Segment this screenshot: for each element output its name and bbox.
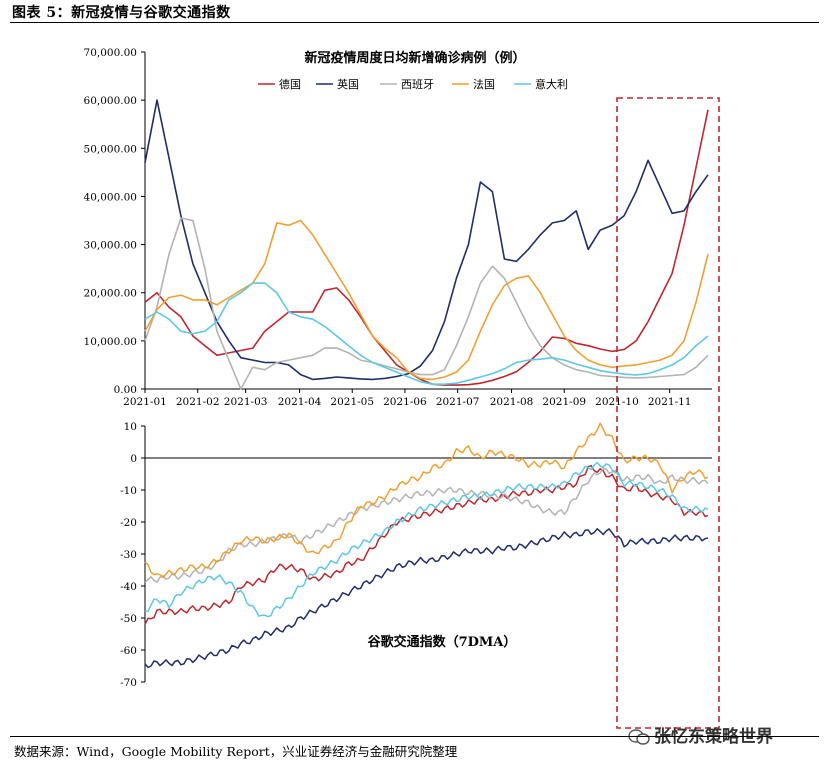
cases-axes: 0.00 10,000.00 20,000.00 30,000.00 40,000.00… [84,47,712,408]
mobility-line [144,461,709,618]
mobility-chart: -70 -60 -50 -40 -30 -20 -10 0 10 谷歌交通指数（7DMA） [120,421,712,689]
mobility-line [144,422,709,579]
mobility-y-tick-label: -40 [120,581,137,593]
mobility-y-tick-label: -30 [120,549,137,561]
legend-label: 意大利 [535,77,568,91]
mobility-y-tick-label: -70 [120,677,137,689]
cases-x-tick-label: 2021-04 [278,396,322,408]
wechat-icon [628,729,650,745]
cases-x-tick-label: 2021-03 [224,396,268,408]
mobility-y-tick-label: -60 [120,645,137,657]
cases-line [144,219,709,381]
watermark: 张忆东策略世界 [628,722,773,747]
cases-x-tick-label: 2021-01 [123,396,167,408]
cases-line [144,282,709,386]
cases-x-tick-label: 2021-10 [595,396,639,408]
cases-y-tick-label: 20,000.00 [84,288,137,300]
mobility-y-tick-label: -50 [120,613,137,625]
cases-legend: 德国 英国 西班牙 法国 意大利 [258,77,568,91]
mobility-y-tick-label: 0 [130,453,137,465]
figure-title: 图表 5：新冠疫情与谷歌交通指数 [12,5,231,21]
highlight-box [616,97,720,729]
watermark-text: 张忆东策略世界 [654,727,773,747]
cases-series [144,99,709,390]
mobility-y-tick-label: -10 [120,485,137,497]
cases-y-tick-label: 10,000.00 [84,336,137,348]
legend-label: 法国 [473,77,495,91]
legend-label: 德国 [279,77,301,91]
source-note: 数据来源：Wind，Google Mobility Report，兴业证券经济与… [14,744,458,759]
cases-y-tick-label: 60,000.00 [84,95,137,107]
cases-chart: 新冠疫情周度日均新增确诊病例（例） 德国 英国 西班牙 法国 意大利 0.00 10,00… [84,47,712,408]
cases-y-tick-label: 40,000.00 [84,191,137,203]
cases-chart-title: 新冠疫情周度日均新增确诊病例（例） [304,50,525,66]
cases-line [144,217,709,390]
legend-label: 英国 [337,77,359,91]
cases-y-tick-label: 30,000.00 [84,240,137,252]
mobility-line [144,528,709,669]
cases-y-tick-label: 70,000.00 [84,47,137,59]
cases-y-tick-label: 50,000.00 [84,143,137,155]
mobility-y-tick-label: 10 [124,421,137,433]
cases-x-tick-label: 2021-11 [648,396,692,408]
legend-label: 西班牙 [401,78,434,91]
cases-line [144,99,709,381]
cases-y-tick-label: 0.00 [114,384,137,396]
mobility-chart-title: 谷歌交通指数（7DMA） [368,634,517,650]
bottom-divider [10,736,819,737]
top-divider [10,22,819,23]
cases-x-tick-label: 2021-08 [490,396,534,408]
mobility-series [144,422,709,669]
cases-x-tick-label: 2021-05 [330,396,374,408]
cases-line [144,109,709,386]
cases-x-tick-label: 2021-06 [383,396,427,408]
cases-x-tick-label: 2021-09 [542,396,586,408]
mobility-y-tick-label: -20 [120,517,137,529]
cases-x-tick-label: 2021-02 [176,396,220,408]
cases-x-tick-label: 2021-07 [436,396,480,408]
mobility-line [144,464,709,625]
